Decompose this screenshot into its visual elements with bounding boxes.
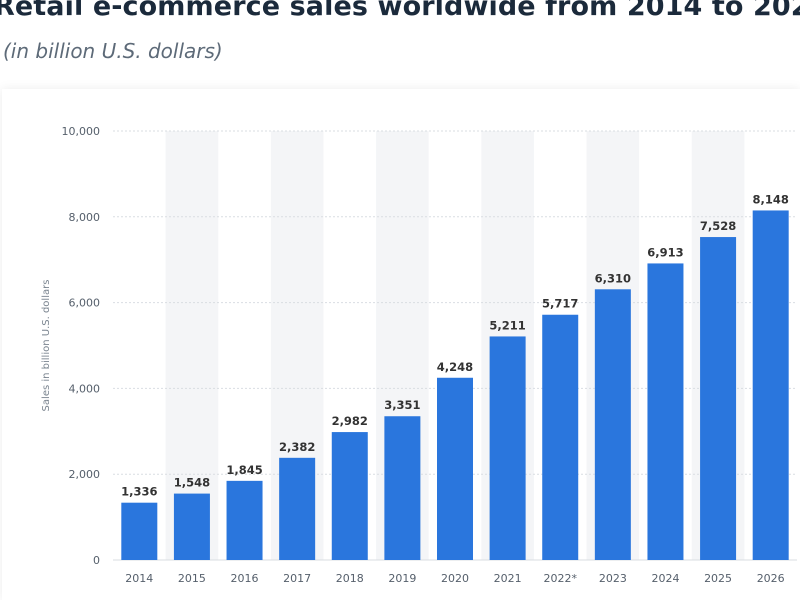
bar[interactable] [542, 314, 579, 560]
column-shade [165, 131, 219, 560]
bar-value-label: 5,717 [542, 297, 578, 311]
x-tick-label: 2025 [704, 572, 732, 585]
value-labels: 1,336 1,548 1,845 2,382 2,982 3,351 4,248 5,211… [121, 192, 789, 498]
chart-card: 0 2,000 4,000 6,000 8,000 10,000 1,336 1,548 1,… [2, 89, 800, 600]
bar-value-label: 3,351 [384, 398, 420, 412]
bar-value-label: 6,310 [595, 271, 631, 285]
chart-title: Retail e-commerce sales worldwide from 2… [0, 0, 800, 22]
bar[interactable] [489, 336, 526, 560]
bar-value-label: 6,913 [647, 245, 683, 259]
x-tick-label: 2018 [336, 572, 364, 585]
y-tick-label: 2,000 [69, 468, 101, 481]
bar[interactable] [752, 210, 789, 560]
x-tick-label: 2015 [178, 572, 206, 585]
bar[interactable] [437, 377, 473, 560]
bars [121, 210, 789, 560]
x-tick-label: 2022* [543, 572, 577, 585]
x-tick-label: 2020 [441, 572, 469, 585]
x-tick-label: 2019 [388, 572, 416, 585]
bar[interactable] [279, 457, 316, 560]
bar[interactable] [173, 493, 210, 560]
x-tick-label: 2021 [494, 572, 522, 585]
y-tick-label: 6,000 [69, 297, 101, 310]
bar-value-label: 5,211 [489, 318, 525, 332]
bar[interactable] [594, 289, 631, 560]
bar-value-label: 4,248 [437, 360, 473, 374]
x-tick-label: 2016 [231, 572, 259, 585]
x-tick-label: 2023 [599, 572, 627, 585]
bar-value-label: 1,336 [121, 485, 157, 499]
bar[interactable] [226, 480, 263, 560]
bar-value-label: 2,382 [279, 440, 315, 454]
x-tick-label: 2014 [125, 572, 153, 585]
bar-value-label: 8,148 [752, 192, 788, 206]
x-tick-label: 2024 [651, 572, 679, 585]
x-axis-ticks: 2014 2015 2016 2017 2018 2019 2020 2021 2022* 202… [125, 572, 784, 585]
y-axis-label: Sales in billion U.S. dollars [41, 280, 52, 412]
bar-value-label: 2,982 [332, 414, 368, 428]
x-tick-label: 2026 [757, 572, 785, 585]
bar[interactable] [647, 263, 684, 560]
y-tick-label: 10,000 [62, 125, 101, 138]
bar-value-label: 7,528 [700, 219, 736, 233]
bar[interactable] [384, 416, 421, 560]
chart-subtitle: (in billion U.S. dollars) [3, 39, 223, 63]
y-axis-ticks: 0 2,000 4,000 6,000 8,000 10,000 [62, 125, 101, 567]
y-tick-label: 8,000 [69, 211, 101, 224]
y-tick-label: 0 [93, 554, 100, 567]
bar[interactable] [331, 432, 368, 560]
x-tick-label: 2017 [283, 572, 311, 585]
y-tick-label: 4,000 [69, 382, 101, 395]
bar[interactable] [700, 237, 737, 560]
bar-value-label: 1,548 [174, 476, 210, 490]
bar-value-label: 1,845 [226, 463, 262, 477]
bar[interactable] [121, 502, 158, 560]
